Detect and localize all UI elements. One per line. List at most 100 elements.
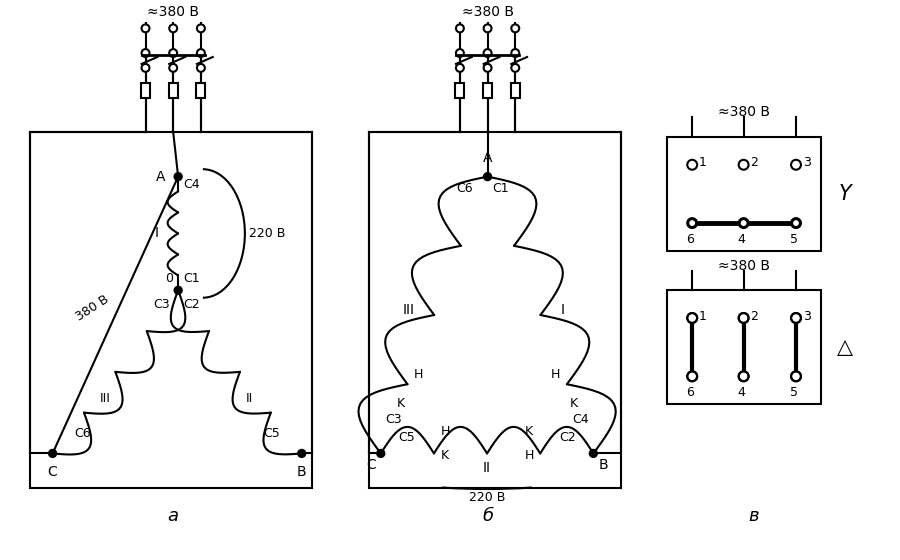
Text: 1: 1 [699, 156, 707, 169]
Text: 0: 0 [166, 272, 173, 286]
Text: A: A [482, 151, 492, 165]
Circle shape [456, 64, 464, 72]
Circle shape [511, 25, 519, 32]
Circle shape [590, 450, 598, 458]
Bar [30, 132, 311, 488]
Text: K: K [441, 450, 449, 463]
Text: B: B [598, 459, 608, 473]
Text: 380 В: 380 В [73, 293, 111, 324]
Text: 3: 3 [803, 310, 811, 323]
Circle shape [49, 450, 57, 458]
Text: C: C [366, 459, 376, 473]
Text: C5: C5 [263, 427, 280, 440]
Circle shape [688, 313, 698, 323]
Text: 4: 4 [738, 386, 745, 399]
Text: C2: C2 [183, 298, 200, 311]
Circle shape [169, 49, 177, 57]
Text: ≈380 В: ≈380 В [718, 259, 770, 273]
Bar [511, 83, 519, 97]
Circle shape [175, 286, 182, 294]
Text: б: б [482, 507, 493, 525]
Circle shape [141, 49, 149, 57]
Circle shape [141, 64, 149, 72]
Bar [369, 132, 621, 488]
Circle shape [791, 160, 801, 170]
Circle shape [197, 49, 205, 57]
Text: K: K [570, 398, 578, 410]
Circle shape [688, 219, 697, 227]
Text: Y: Y [839, 184, 851, 204]
Circle shape [739, 371, 749, 381]
Text: в: в [749, 507, 760, 525]
Text: 6: 6 [687, 233, 694, 246]
Circle shape [141, 25, 149, 32]
Circle shape [298, 450, 306, 458]
Circle shape [688, 371, 698, 381]
Circle shape [511, 49, 519, 57]
Circle shape [739, 313, 749, 323]
Circle shape [688, 160, 698, 170]
Text: △: △ [837, 337, 853, 357]
Text: C2: C2 [559, 431, 575, 444]
Text: 5: 5 [790, 386, 798, 399]
Text: 220 В: 220 В [469, 491, 505, 504]
Circle shape [483, 172, 491, 180]
Circle shape [197, 64, 205, 72]
Text: 220 В: 220 В [249, 227, 285, 240]
Circle shape [456, 25, 464, 32]
Circle shape [739, 313, 749, 323]
Circle shape [197, 25, 205, 32]
Circle shape [739, 371, 749, 381]
Text: ≈380 В: ≈380 В [718, 105, 770, 119]
Bar [483, 83, 492, 97]
Text: H: H [414, 368, 423, 381]
Text: C4: C4 [572, 413, 589, 426]
Text: II: II [247, 391, 254, 405]
Circle shape [511, 64, 519, 72]
Circle shape [169, 64, 177, 72]
Text: B: B [297, 465, 307, 479]
Text: C3: C3 [154, 298, 170, 311]
Text: III: III [402, 303, 414, 317]
Circle shape [483, 49, 491, 57]
Text: а: а [167, 507, 179, 525]
Circle shape [792, 219, 800, 227]
Circle shape [688, 218, 698, 228]
Text: C: C [48, 465, 58, 479]
Text: 3: 3 [803, 156, 811, 169]
Circle shape [483, 25, 491, 32]
Text: 4: 4 [738, 233, 745, 246]
Bar [141, 83, 150, 97]
Text: C6: C6 [75, 427, 91, 440]
Text: C3: C3 [386, 413, 402, 426]
Circle shape [739, 160, 749, 170]
Circle shape [688, 313, 698, 323]
Bar [168, 83, 177, 97]
Circle shape [791, 371, 801, 381]
Bar [196, 83, 205, 97]
Bar [668, 290, 821, 404]
Text: C4: C4 [183, 178, 200, 191]
Text: 6: 6 [687, 386, 694, 399]
Circle shape [688, 371, 698, 381]
Text: H: H [525, 450, 534, 463]
Text: 1: 1 [699, 310, 707, 323]
Text: I: I [560, 303, 564, 317]
Text: A: A [156, 170, 166, 184]
Circle shape [169, 25, 177, 32]
Text: C1: C1 [492, 181, 509, 194]
Circle shape [791, 218, 801, 228]
Circle shape [483, 64, 491, 72]
Circle shape [175, 172, 182, 180]
Text: III: III [100, 391, 111, 405]
Text: II: II [483, 461, 491, 475]
Text: H: H [440, 424, 450, 437]
Circle shape [791, 313, 801, 323]
Circle shape [740, 219, 748, 227]
Circle shape [456, 49, 464, 57]
Text: K: K [397, 398, 405, 410]
Text: 5: 5 [790, 233, 798, 246]
Circle shape [739, 218, 749, 228]
Bar [668, 137, 821, 251]
Circle shape [377, 450, 385, 458]
